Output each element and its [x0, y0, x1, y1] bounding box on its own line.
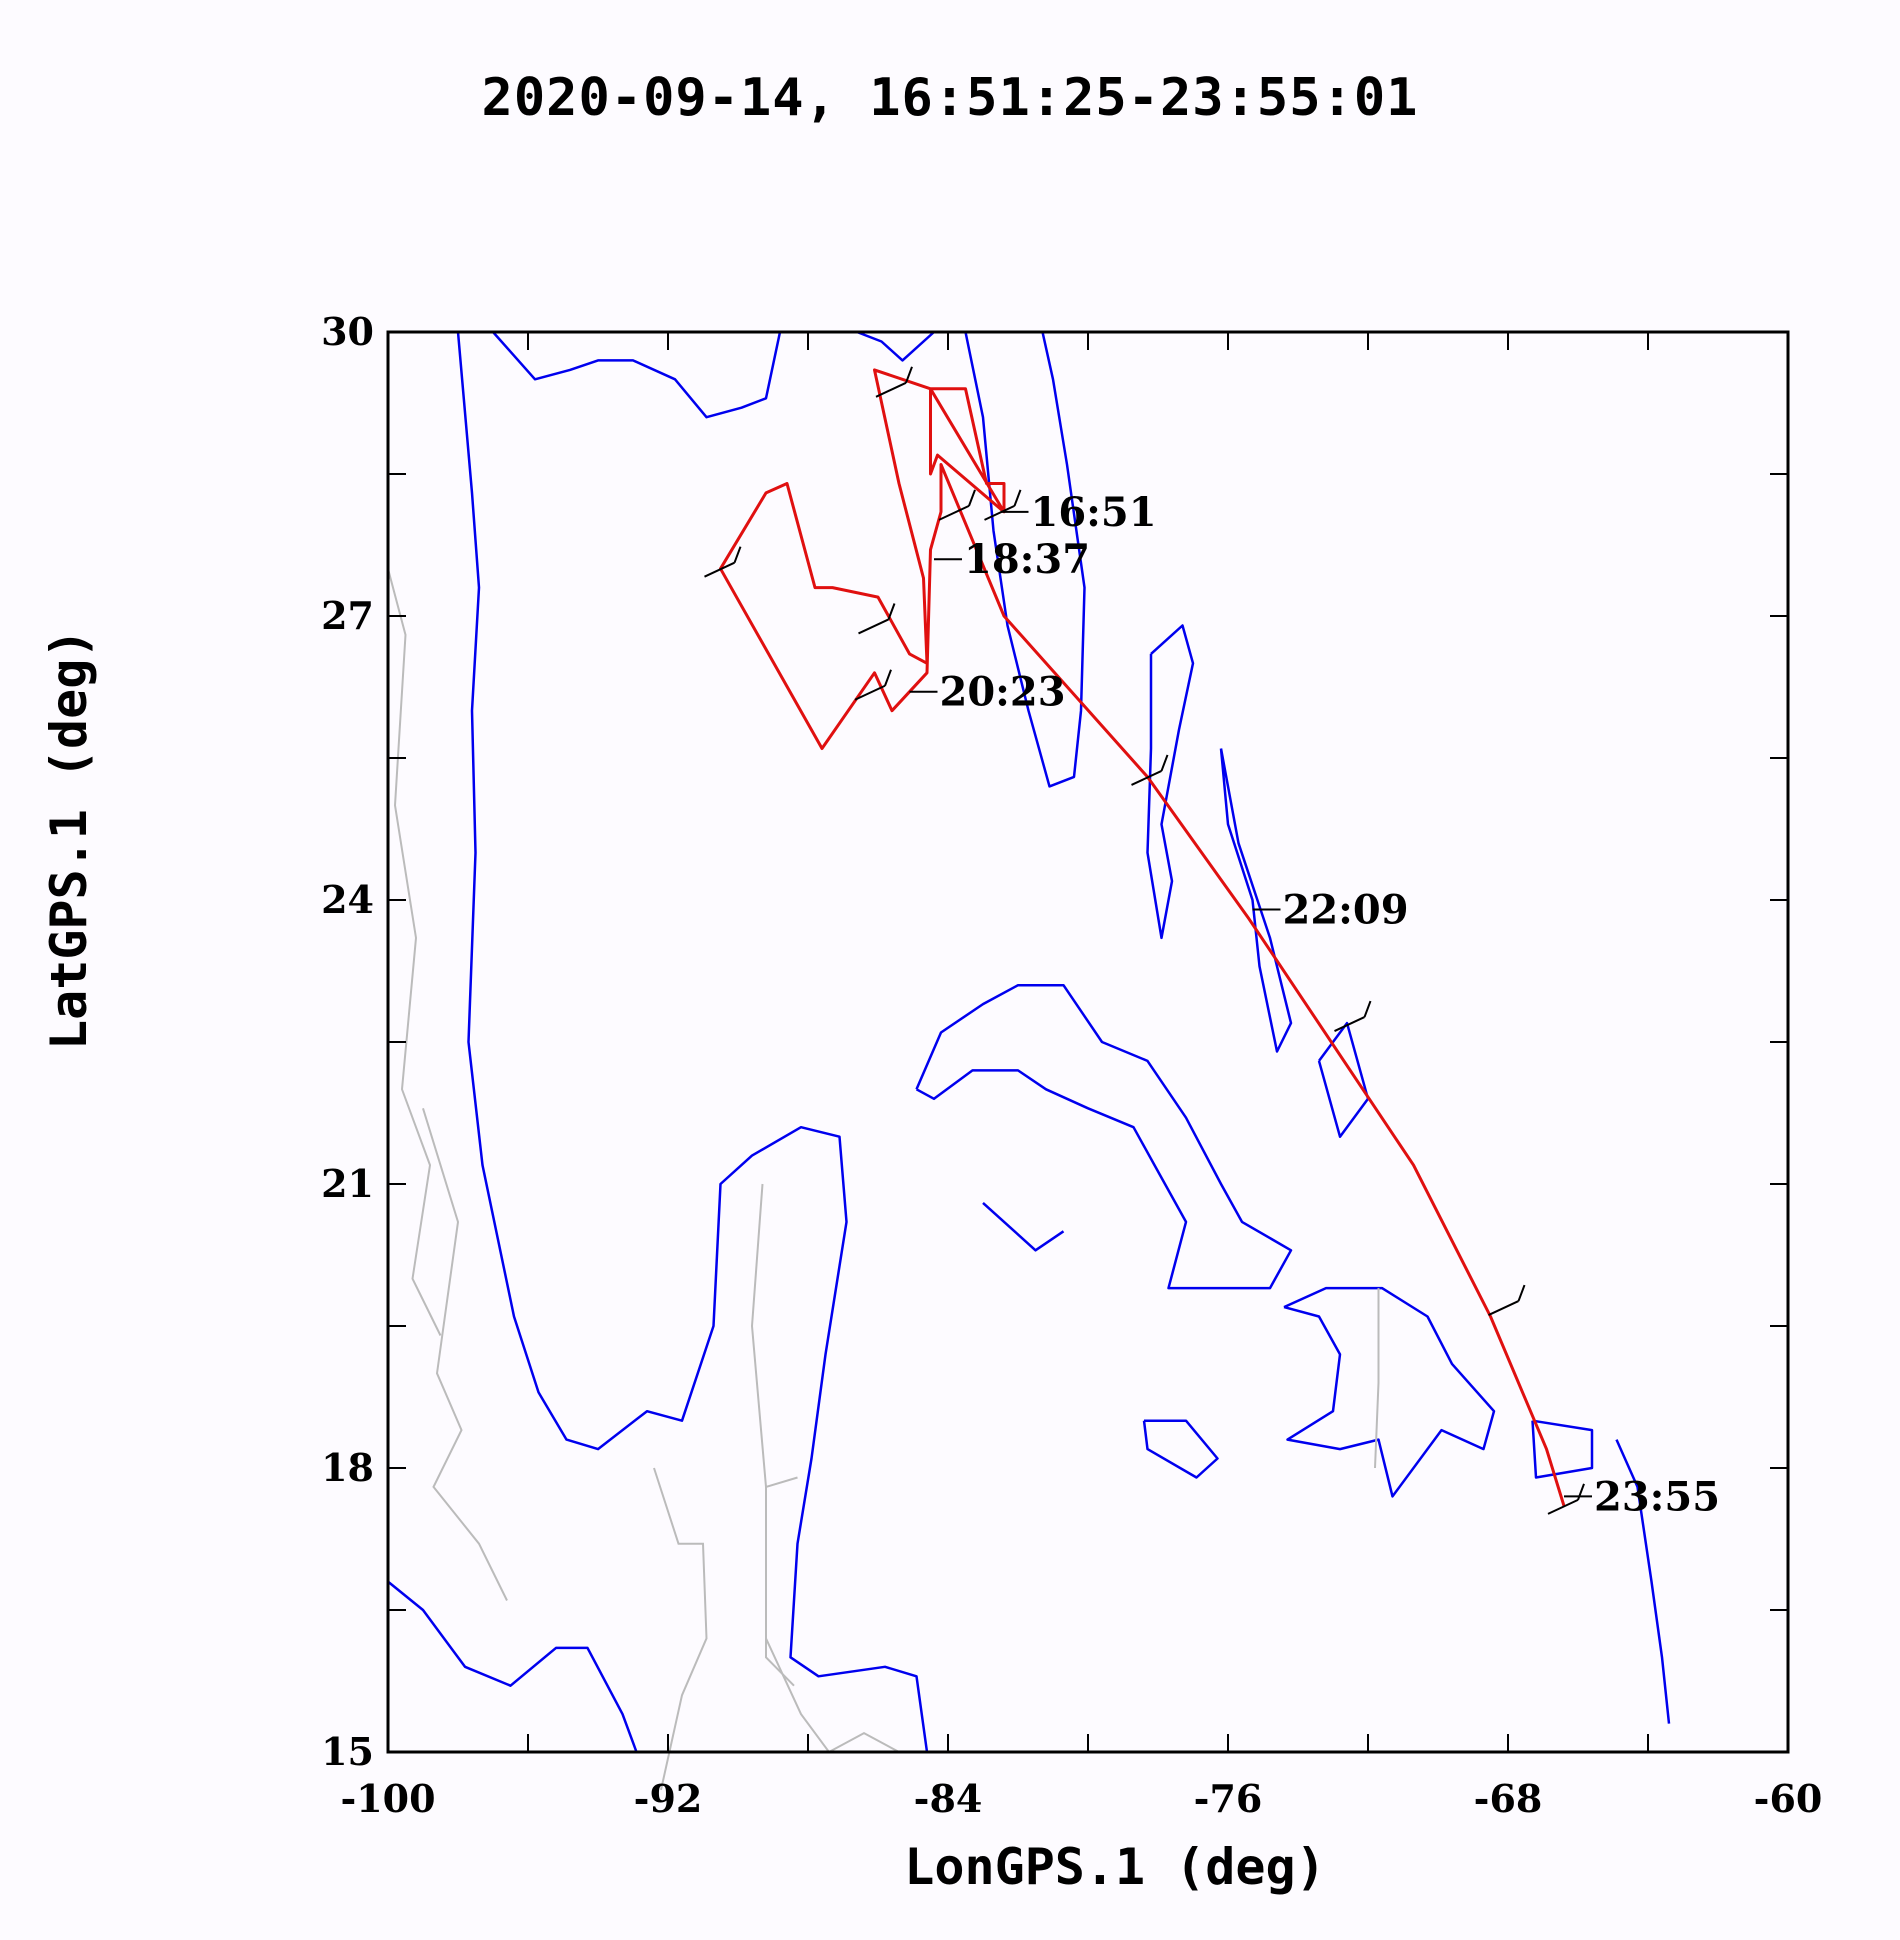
y-tick-label: 27: [321, 593, 374, 638]
coastline: [982, 1201, 1065, 1252]
chart-title: 2020-09-14, 16:51:25-23:55:01: [481, 68, 1419, 128]
x-axis-label: LonGPS.1 (deg): [904, 1838, 1326, 1896]
coastline: [387, 1580, 638, 1753]
coastline: [915, 983, 1293, 1290]
coastline: [964, 331, 1086, 788]
border-line: [387, 568, 442, 1336]
border-line: [1374, 1288, 1380, 1469]
time-label-text: 23:55: [1594, 1473, 1720, 1520]
wind-barb: [1334, 1000, 1372, 1032]
coastline: [1615, 1439, 1671, 1724]
coastline: [1146, 624, 1195, 940]
coastline-layer: [387, 330, 1671, 1753]
y-tick-label: 18: [321, 1445, 374, 1490]
x-tick-label: -60: [1754, 1776, 1823, 1821]
x-tick-label: -92: [634, 1776, 703, 1821]
wind-barb: [1547, 1483, 1585, 1515]
wind-barb: [854, 669, 892, 701]
time-label: 20:23: [909, 669, 1066, 716]
axis-ticks: -100 -92 -84 -76 -68 -60 15 18 21 24 27 30: [321, 309, 1822, 1821]
time-label-text: 16:51: [1031, 489, 1157, 536]
border-line: [765, 1486, 795, 1687]
coastline: [492, 331, 782, 419]
border-line: [653, 1467, 708, 1791]
wind-barb: [704, 546, 742, 578]
border-line: [765, 1637, 900, 1754]
flight-track: [719, 368, 1566, 1507]
coastline: [1317, 1021, 1370, 1138]
x-tick-label: -76: [1194, 1776, 1263, 1821]
border-line: [750, 1183, 798, 1489]
x-tick-label: -100: [340, 1776, 435, 1821]
time-label: 18:37: [934, 536, 1090, 583]
y-tick-label: 30: [321, 309, 374, 354]
wind-barb: [1488, 1284, 1526, 1316]
borders-layer: [387, 568, 1380, 1791]
coastline: [1283, 1286, 1496, 1498]
time-label-text: 18:37: [964, 536, 1090, 583]
y-tick-label: 24: [321, 877, 374, 922]
y-axis-label: LatGPS.1 (deg): [40, 628, 98, 1050]
coastline: [856, 330, 935, 362]
time-label-text: 22:09: [1283, 886, 1409, 933]
time-label: 16:51: [1000, 489, 1157, 536]
y-tick-label: 15: [321, 1729, 374, 1774]
wind-barbs-layer: [704, 366, 1585, 1515]
time-label-text: 20:23: [940, 669, 1066, 716]
x-tick-label: -84: [914, 1776, 983, 1821]
coastline: [1142, 1419, 1219, 1479]
border-line: [422, 1108, 508, 1601]
wind-barb: [938, 489, 976, 521]
coastline: [1219, 748, 1293, 1053]
flight-track-layer: [719, 368, 1566, 1507]
wind-barb: [858, 603, 896, 635]
coastline: [1531, 1419, 1594, 1479]
x-tick-label: -68: [1474, 1776, 1543, 1821]
coastline: [456, 331, 929, 1753]
wind-barb: [984, 489, 1022, 521]
time-label: 22:09: [1252, 886, 1409, 933]
wind-barb: [1131, 754, 1169, 786]
y-tick-label: 21: [321, 1161, 374, 1206]
time-label: 23:55: [1564, 1473, 1720, 1520]
wind-barb: [875, 366, 913, 398]
